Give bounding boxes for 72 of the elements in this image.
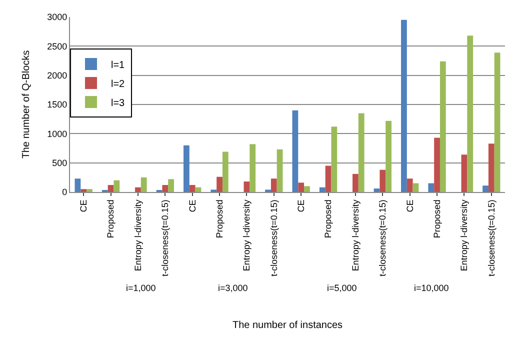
bar [412,183,419,192]
bar [270,178,277,192]
bar [434,138,440,192]
bar [135,187,141,192]
bar [428,183,434,192]
y-tick-label: 500 [52,158,68,168]
bar [140,177,147,192]
bar [195,187,202,192]
text: i=10,000 [414,283,449,293]
x-tick-label: Entropy l-diversity [132,199,143,272]
bar [494,52,500,192]
bar [80,189,87,192]
bar [374,188,380,192]
bar [222,152,228,192]
bar [467,36,474,192]
text: i=1,000 [126,283,156,293]
bar [304,186,310,192]
y-tick-label: 2000 [47,70,68,80]
bar [114,180,120,192]
bar [352,174,358,192]
bar [162,185,168,192]
bar [86,189,92,192]
bar [250,144,256,192]
x-tick-label: Entropy l-diversity [459,199,470,272]
legend-label: l=1 [111,60,126,71]
legend-label: l=3 [111,98,126,109]
y-tick-label: 3000 [47,12,68,22]
x-tick-label: Entropy l-diversity [350,199,360,272]
y-tick-label: 1000 [47,128,68,139]
bar [184,145,190,192]
bar [298,182,304,192]
x-tick-label: Entropy l-diversity [242,199,252,272]
bar [386,120,392,192]
x-tick-label: Proposed [323,200,334,238]
x-tick-label: t-closeness(t=0.15) [268,200,279,276]
bar [440,61,446,192]
bar [488,144,494,192]
bar [74,178,81,192]
bar [358,113,364,192]
bar [292,110,298,192]
x-axis-title: The number of instances [232,320,343,331]
y-tick-label: 2500 [47,41,68,52]
y-axis-title: The number of Q-Blocks [21,50,32,159]
bar [482,186,488,192]
bar [461,154,468,192]
bar [319,187,326,192]
x-tick-label: t-closeness(t=0.15) [486,200,496,276]
bar [189,185,196,192]
x-tick-label: t-closeness(t=0.15) [160,200,170,276]
x-tick-label: t-closeness(t=0.15) [378,200,388,276]
bar [216,176,222,192]
bar [331,126,338,192]
bar [108,185,114,192]
x-tick-label: CE [187,200,198,212]
x-tick-label: CE [78,200,89,212]
x-tick-label: CE [296,200,306,212]
bar [325,166,332,192]
y-tick-label: 0 [62,187,68,198]
x-tick-label: Proposed [214,200,224,238]
bar [168,179,174,192]
text: i=5,000 [327,283,357,293]
bar [401,20,407,192]
x-tick-label: CE [404,200,415,212]
text: i=3,000 [218,283,248,293]
x-tick-label: Proposed [432,200,442,238]
bar [276,149,283,192]
legend-label: l=2 [111,78,126,90]
y-tick-label: 1500 [47,100,68,110]
bar [244,182,250,192]
bar [406,178,413,192]
bar [380,170,386,192]
x-tick-label: Proposed [106,200,116,238]
